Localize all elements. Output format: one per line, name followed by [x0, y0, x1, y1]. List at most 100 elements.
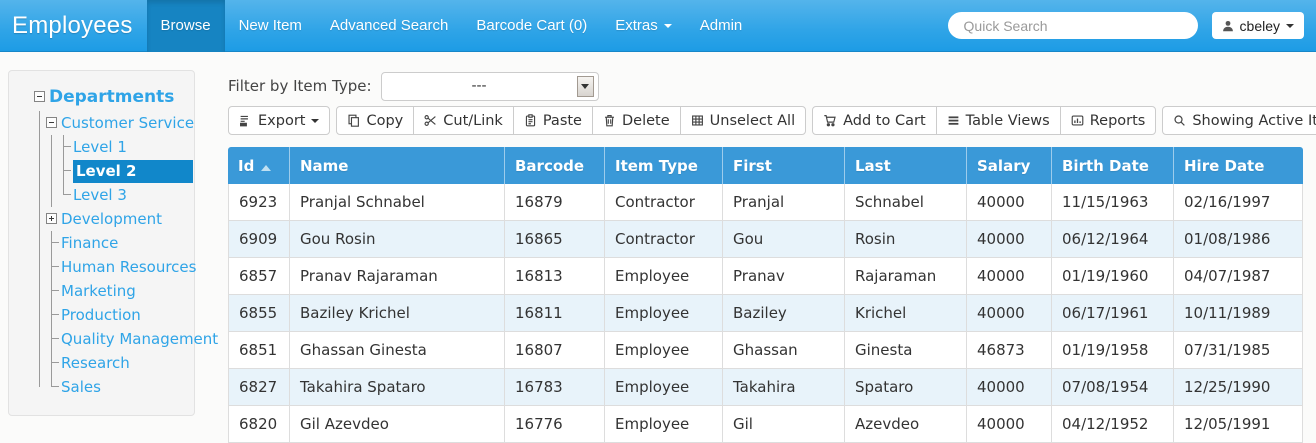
- tree-label-sales[interactable]: Sales: [61, 378, 101, 396]
- main-content: Filter by Item Type: --- Export Copy: [228, 70, 1316, 443]
- tree-label-research[interactable]: Research: [61, 354, 130, 372]
- tree-node-finance: Finance: [9, 231, 194, 255]
- caret-down-icon: [311, 118, 320, 123]
- table-cell: 6827: [228, 369, 290, 406]
- table-cell: Krichel: [845, 295, 967, 332]
- tree-node-level-2: Level 2: [9, 159, 194, 183]
- filter-label: Filter by Item Type:: [228, 77, 372, 95]
- caret-down-icon: [1286, 23, 1294, 28]
- table-cell: 16813: [505, 258, 605, 295]
- tree-label-level-3[interactable]: Level 3: [73, 186, 127, 204]
- tree-node-level-1: Level 1: [9, 135, 194, 159]
- trash-icon: [603, 114, 616, 127]
- tree-node-production: Production: [9, 303, 194, 327]
- table-cell: Ghassan: [723, 332, 845, 369]
- table-cell: 04/07/1987: [1174, 258, 1303, 295]
- nav-item-new-item[interactable]: New Item: [238, 17, 302, 34]
- table-cell: Baziley: [723, 295, 845, 332]
- table-cell: Ghassan Ginesta: [290, 332, 505, 369]
- app-brand: Employees: [12, 11, 133, 39]
- table-cell: Azevdeo: [845, 406, 967, 443]
- table-row[interactable]: 6820 Gil Azevdeo 16776 Employee Gil Azev…: [228, 406, 1303, 443]
- column-header-salary[interactable]: Salary: [967, 147, 1052, 184]
- table-cell: 01/19/1958: [1052, 332, 1174, 369]
- tree-label-departments[interactable]: Departments: [49, 87, 175, 107]
- tree-node-customer-service: Customer Service: [9, 111, 194, 135]
- table-cell: Gou: [723, 221, 845, 258]
- tree-label-production[interactable]: Production: [61, 306, 141, 324]
- quick-search-input[interactable]: [947, 12, 1198, 39]
- table-cell: 16807: [505, 332, 605, 369]
- cut-link-button[interactable]: Cut/Link: [413, 106, 514, 135]
- table-cell: 40000: [967, 295, 1052, 332]
- column-header-last[interactable]: Last: [845, 147, 967, 184]
- column-header-barcode[interactable]: Barcode: [505, 147, 605, 184]
- tree-node-sales: Sales: [9, 375, 194, 399]
- table-cell: Contractor: [605, 184, 723, 221]
- table-cell: Takahira: [723, 369, 845, 406]
- unselect-all-button[interactable]: Unselect All: [679, 106, 807, 135]
- table-row[interactable]: 6923 Pranjal Schnabel 16879 Contractor P…: [228, 184, 1303, 221]
- table-row[interactable]: 6909 Gou Rosin 16865 Contractor Gou Rosi…: [228, 221, 1303, 258]
- table-cell: 40000: [967, 184, 1052, 221]
- tree-node-development: Development: [9, 207, 194, 231]
- tree-label-finance[interactable]: Finance: [61, 234, 119, 252]
- delete-button[interactable]: Delete: [591, 106, 681, 135]
- column-header-birth-date[interactable]: Birth Date: [1052, 147, 1174, 184]
- paste-button[interactable]: Paste: [512, 106, 593, 135]
- column-header-item-type[interactable]: Item Type: [605, 147, 723, 184]
- table-cell: 01/08/1986: [1174, 221, 1303, 258]
- table-cell: Spataro: [845, 369, 967, 406]
- copy-button[interactable]: Copy: [336, 106, 415, 135]
- table-cell: 04/12/1952: [1052, 406, 1174, 443]
- tree-label-customer-service[interactable]: Customer Service: [61, 114, 195, 132]
- showing-active-items-button[interactable]: Showing Active Items: [1162, 106, 1316, 135]
- table-views-button[interactable]: Table Views: [935, 106, 1061, 135]
- table-cell: Pranav: [723, 258, 845, 295]
- table-cell: Takahira Spataro: [290, 369, 505, 406]
- collapse-expander-icon[interactable]: [46, 117, 57, 128]
- list-icon: [947, 114, 960, 127]
- nav-item-extras[interactable]: Extras: [601, 0, 686, 52]
- table-row[interactable]: 6827 Takahira Spataro 16783 Employee Tak…: [228, 369, 1303, 406]
- column-header-name[interactable]: Name: [290, 147, 505, 184]
- table-cell: 6923: [228, 184, 290, 221]
- table-cell: 12/25/1990: [1174, 369, 1303, 406]
- departments-tree-panel: Departments Customer Service Level 1 Lev…: [8, 70, 218, 416]
- tree-label-quality-management[interactable]: Quality Management: [61, 330, 219, 348]
- table-cell: 16865: [505, 221, 605, 258]
- user-menu-button[interactable]: cbeley: [1211, 12, 1304, 39]
- nav-item-barcode-cart[interactable]: Barcode Cart (0): [476, 17, 588, 34]
- table-row[interactable]: 6857 Pranav Rajaraman 16813 Employee Pra…: [228, 258, 1303, 295]
- add-to-cart-button[interactable]: Add to Cart: [812, 106, 937, 135]
- column-header-first[interactable]: First: [723, 147, 845, 184]
- table-cell: 40000: [967, 369, 1052, 406]
- export-button[interactable]: Export: [228, 106, 331, 135]
- scissors-icon: [424, 114, 437, 127]
- tree-label-level-1[interactable]: Level 1: [73, 138, 127, 156]
- tree-node-research: Research: [9, 351, 194, 375]
- table-cell: 16879: [505, 184, 605, 221]
- reports-button[interactable]: Reports: [1059, 106, 1157, 135]
- main-nav: Browse New Item Advanced Search Barcode …: [146, 0, 757, 52]
- items-table: Id Name Barcode Item Type First Last Sal…: [228, 147, 1303, 443]
- tree-label-development[interactable]: Development: [61, 210, 162, 228]
- table-cell: 40000: [967, 221, 1052, 258]
- tree-label-marketing[interactable]: Marketing: [61, 282, 136, 300]
- tree-label-level-2-selected[interactable]: Level 2: [73, 159, 193, 183]
- tree-line: [34, 111, 46, 135]
- expand-expander-icon[interactable]: [46, 213, 57, 224]
- item-type-select[interactable]: ---: [380, 71, 599, 101]
- nav-item-admin[interactable]: Admin: [699, 17, 743, 34]
- table-cell: 01/19/1960: [1052, 258, 1174, 295]
- collapse-expander-icon[interactable]: [34, 91, 45, 102]
- nav-item-advanced-search[interactable]: Advanced Search: [329, 17, 449, 34]
- column-header-hire-date[interactable]: Hire Date: [1174, 147, 1303, 184]
- nav-item-browse[interactable]: Browse: [146, 0, 225, 52]
- table-row[interactable]: 6851 Ghassan Ginesta 16807 Employee Ghas…: [228, 332, 1303, 369]
- tree-label-human-resources[interactable]: Human Resources: [61, 258, 197, 276]
- table-cell: Rajaraman: [845, 258, 967, 295]
- column-header-id[interactable]: Id: [228, 147, 290, 184]
- select-arrow-icon: [576, 75, 594, 97]
- table-row[interactable]: 6855 Baziley Krichel 16811 Employee Bazi…: [228, 295, 1303, 332]
